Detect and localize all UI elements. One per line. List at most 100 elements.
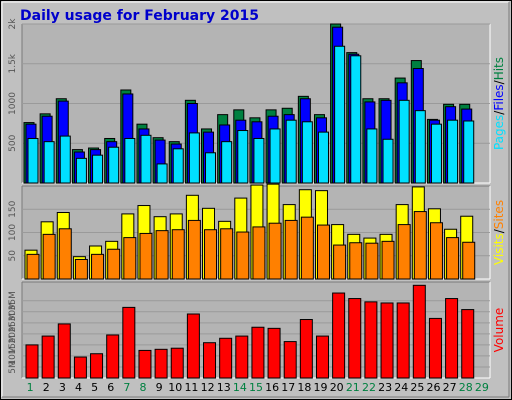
y-axis-label-part: Hits <box>492 57 506 80</box>
y-axis-label-part: Visits <box>492 233 506 265</box>
y-tick-label: 15M <box>8 335 18 354</box>
bar-sites-3 <box>58 228 72 280</box>
y-axis-label-part: Sites <box>492 200 506 229</box>
bar-volume-16 <box>267 327 281 379</box>
day-label-6: 6 <box>107 381 114 394</box>
bar-sites-24 <box>397 224 411 280</box>
bar-sites-4 <box>74 258 88 280</box>
day-label-8: 8 <box>140 381 147 394</box>
y-tick-label: 100 <box>8 224 18 241</box>
bar-pages-11 <box>188 132 200 184</box>
y-tick-label: 35M <box>8 291 18 310</box>
day-label-3: 3 <box>59 381 66 394</box>
bar-sites-20 <box>333 244 347 280</box>
bar-volume-13 <box>219 337 233 379</box>
day-label-12: 12 <box>201 381 215 394</box>
y-axis-label-part: Pages <box>492 115 506 150</box>
bar-volume-18 <box>299 319 313 379</box>
bar-sites-1 <box>26 253 40 280</box>
bar-pages-26 <box>430 123 442 184</box>
bar-pages-23 <box>382 138 394 184</box>
y-tick-label: 25M <box>8 313 18 332</box>
bar-sites-28 <box>462 241 476 280</box>
y-axis-label: Volume <box>492 308 506 353</box>
bar-pages-27 <box>447 119 459 184</box>
day-labels: 1 2 3 4 5 6 7 8 9 10 11 12 13 14 15 16 17 18 19 20 21 22 23 24 2… <box>27 381 489 394</box>
y-axis-label-part: Files <box>492 84 506 110</box>
bar-sites-11 <box>187 219 201 280</box>
y-tick-label: 5M <box>8 360 18 374</box>
bar-sites-15 <box>252 226 266 280</box>
bar-sites-16 <box>268 222 282 280</box>
bar-volume-9 <box>154 348 168 379</box>
bar-sites-12 <box>204 229 218 280</box>
bar-volume-14 <box>235 335 249 379</box>
day-label-25: 25 <box>410 381 424 394</box>
bar-pages-8 <box>140 134 152 184</box>
day-label-9: 9 <box>156 381 163 394</box>
bar-volume-6 <box>106 334 120 379</box>
y-axis-label: Visits/Sites <box>492 200 506 265</box>
day-label-11: 11 <box>184 381 198 394</box>
bar-pages-19 <box>317 131 329 184</box>
bar-sites-17 <box>284 219 298 280</box>
day-label-20: 20 <box>330 381 344 394</box>
day-label-26: 26 <box>427 381 441 394</box>
bar-volume-26 <box>428 317 442 379</box>
bar-pages-2 <box>43 141 55 184</box>
bar-volume-1 <box>25 344 39 379</box>
bar-volume-25 <box>412 284 426 379</box>
bar-volume-12 <box>203 342 217 379</box>
bar-pages-6 <box>108 146 120 184</box>
bar-volume-2 <box>41 335 55 379</box>
day-label-28: 28 <box>459 381 473 394</box>
day-label-16: 16 <box>265 381 279 394</box>
bar-pages-18 <box>301 121 313 184</box>
bar-sites-27 <box>446 237 460 280</box>
bar-pages-4 <box>75 157 87 184</box>
day-label-15: 15 <box>249 381 263 394</box>
y-tick-label: 1.5k <box>8 53 18 73</box>
y-tick-label: 1000 <box>8 92 18 115</box>
day-label-5: 5 <box>91 381 98 394</box>
bar-pages-10 <box>172 148 184 184</box>
bar-pages-16 <box>269 128 281 184</box>
y-axis-label-part: / <box>492 110 506 115</box>
bar-sites-6 <box>107 248 121 280</box>
bar-sites-9 <box>155 230 169 280</box>
bar-pages-17 <box>285 119 297 184</box>
bar-pages-20 <box>334 45 346 184</box>
bar-volume-15 <box>251 326 265 379</box>
day-label-23: 23 <box>378 381 392 394</box>
bar-pages-25 <box>414 110 426 184</box>
y-tick-label: 150 <box>8 200 18 217</box>
bar-sites-25 <box>413 211 427 280</box>
bar-pages-3 <box>59 135 71 184</box>
bar-volume-5 <box>90 353 104 379</box>
day-label-7: 7 <box>123 381 130 394</box>
day-label-27: 27 <box>443 381 457 394</box>
bar-sites-2 <box>42 233 56 280</box>
bar-volume-23 <box>380 302 394 379</box>
y-tick-label: 20M <box>8 324 18 343</box>
bar-volume-27 <box>445 298 459 379</box>
bar-sites-23 <box>381 240 395 280</box>
day-label-17: 17 <box>281 381 295 394</box>
bar-pages-12 <box>205 152 217 184</box>
day-label-10: 10 <box>168 381 182 394</box>
bar-volume-19 <box>315 335 329 379</box>
bar-sites-14 <box>236 231 250 280</box>
bar-sites-5 <box>91 253 105 280</box>
bar-pages-7 <box>124 137 136 184</box>
day-label-24: 24 <box>394 381 408 394</box>
bar-pages-13 <box>221 141 233 184</box>
bar-pages-5 <box>92 154 104 184</box>
bar-pages-28 <box>463 120 475 184</box>
bar-sites-21 <box>349 242 363 280</box>
bar-pages-21 <box>350 55 362 184</box>
y-tick-label: 30M <box>8 302 18 321</box>
day-label-19: 19 <box>314 381 328 394</box>
bar-pages-24 <box>398 99 410 184</box>
